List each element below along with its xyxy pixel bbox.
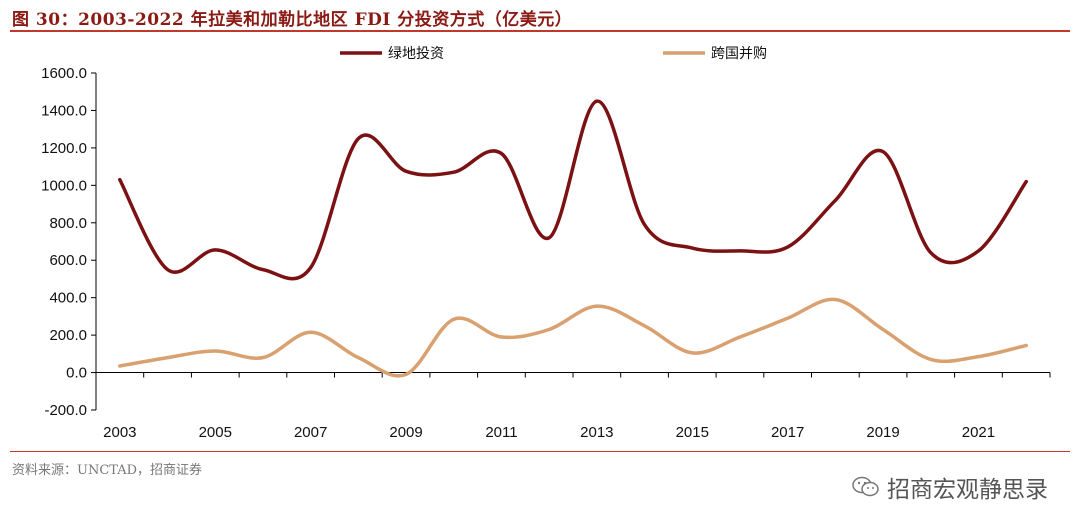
chart-legend: 绿地投资 跨国并购 [340, 46, 767, 62]
x-tick-label: 2009 [389, 424, 422, 441]
x-tick-label: 2015 [676, 424, 709, 441]
y-tick-label: 400.0 [49, 290, 87, 307]
x-tick-label: 2013 [580, 424, 613, 441]
source-note: 资料来源：UNCTAD，招商证券 [12, 463, 203, 478]
y-tick-label: 800.0 [49, 215, 87, 232]
y-tick-label: 1600.0 [41, 65, 87, 82]
title-divider [10, 30, 1070, 32]
legend-label-2: 跨国并购 [711, 46, 767, 62]
series-line-2 [118, 297, 1028, 378]
x-tick-label: 2007 [294, 424, 327, 441]
x-tick-label: 2003 [103, 424, 136, 441]
series-line-1 [118, 99, 1028, 281]
x-tick-label: 2011 [485, 424, 517, 441]
y-tick-label: 1400.0 [41, 102, 87, 119]
y-tick-label: 600.0 [49, 252, 87, 269]
line-chart: 绿地投资 跨国并购 -200.0 0.0 200.0 400.0 600.0 800.0 10… [41, 46, 1051, 441]
x-tick-label: 2017 [771, 424, 804, 441]
wechat-icon [852, 476, 879, 497]
y-tick-label: -200.0 [44, 402, 87, 419]
watermark: 招商宏观静思录 [851, 470, 1048, 504]
legend-label-1: 绿地投资 [388, 46, 444, 62]
y-tick-label: 0.0 [66, 365, 87, 382]
watermark-text: 招商宏观静思录 [887, 477, 1048, 503]
x-tick-label: 2019 [866, 424, 899, 441]
chart-axes: -200.0 0.0 200.0 400.0 600.0 800.0 1000.0 1200.… [41, 65, 1051, 441]
y-tick-label: 1000.0 [41, 177, 87, 194]
y-tick-label: 1200.0 [41, 140, 87, 157]
chart-series [118, 99, 1028, 378]
x-tick-label: 2021 [962, 424, 995, 441]
figure-title: 图 30：2003-2022 年拉美和加勒比地区 FDI 分投资方式（亿美元） [12, 10, 573, 30]
x-tick-label: 2005 [199, 424, 232, 441]
footer-divider [10, 451, 1070, 452]
y-tick-label: 200.0 [49, 327, 87, 344]
